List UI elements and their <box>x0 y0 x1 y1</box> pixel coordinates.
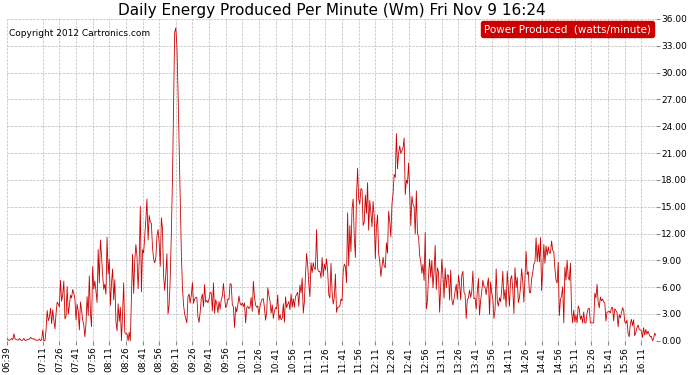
Title: Daily Energy Produced Per Minute (Wm) Fri Nov 9 16:24: Daily Energy Produced Per Minute (Wm) Fr… <box>118 3 545 18</box>
Text: Copyright 2012 Cartronics.com: Copyright 2012 Cartronics.com <box>8 28 150 38</box>
Legend: Power Produced  (watts/minute): Power Produced (watts/minute) <box>480 21 653 37</box>
